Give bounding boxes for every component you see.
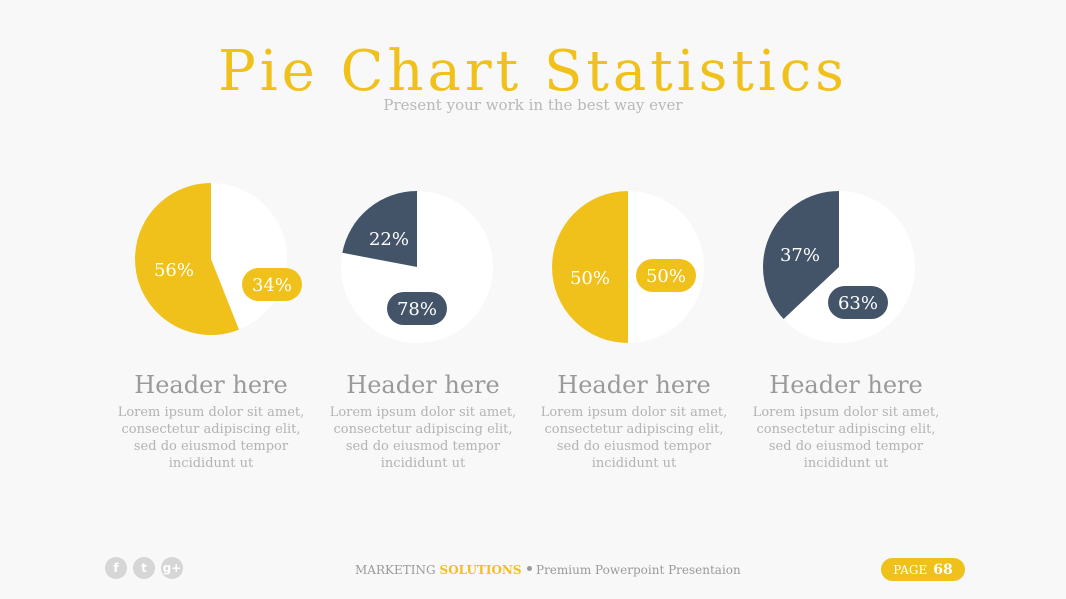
page-badge: PAGE 68: [881, 558, 965, 581]
page-number: 68: [933, 561, 953, 578]
column-body: Lorem ipsum dolor sit amet, consectetur …: [752, 405, 940, 471]
tagline: Premium Powerpoint Presentaion: [527, 563, 741, 577]
column-body: Lorem ipsum dolor sit amet, consectetur …: [329, 405, 517, 471]
slice-label: 63%: [838, 293, 878, 314]
column-header: Header here: [134, 371, 288, 399]
facebook-icon[interactable]: f: [105, 557, 127, 579]
twitter-icon[interactable]: t: [133, 557, 155, 579]
pie-slice: [342, 191, 417, 267]
slice-label-pill: [828, 286, 888, 319]
column-2: Header here Lorem ipsum dolor sit amet, …: [317, 370, 529, 472]
brand-prefix: MARKETING: [355, 563, 436, 577]
slice-label: 78%: [397, 299, 437, 320]
pie-slice: [763, 191, 839, 320]
column-3: Header here Lorem ipsum dolor sit amet, …: [528, 370, 740, 472]
social-links: f t g+: [105, 557, 183, 579]
slice-label: 34%: [252, 275, 292, 296]
pie-slice: [135, 183, 239, 335]
slice-label: 50%: [570, 268, 610, 289]
column-header: Header here: [346, 371, 500, 399]
slice-label-pill: [242, 268, 302, 301]
slice-label: 37%: [780, 245, 820, 266]
page-label: PAGE: [893, 562, 928, 577]
slice-label-pill: [387, 292, 447, 325]
pie-slice: [552, 191, 628, 343]
column-header: Header here: [769, 371, 923, 399]
column-1: Header here Lorem ipsum dolor sit amet, …: [105, 370, 317, 472]
column-body: Lorem ipsum dolor sit amet, consectetur …: [117, 405, 305, 471]
page-title: Pie Chart Statistics: [218, 39, 848, 104]
slice-label-pill: [636, 259, 696, 292]
brand-label: MARKETING SOLUTIONS: [355, 563, 522, 577]
tagline-text: Premium Powerpoint Presentaion: [536, 563, 741, 577]
column-body: Lorem ipsum dolor sit amet, consectetur …: [540, 405, 728, 471]
bullet-dot-icon: [527, 566, 532, 571]
brand-accent: SOLUTIONS: [439, 563, 522, 577]
column-header: Header here: [557, 371, 711, 399]
slice-label: 50%: [646, 266, 686, 287]
page-subtitle: Present your work in the best way ever: [383, 96, 683, 114]
google-plus-icon[interactable]: g+: [161, 557, 183, 579]
slice-label: 22%: [369, 229, 409, 250]
column-4: Header here Lorem ipsum dolor sit amet, …: [740, 370, 952, 472]
slice-label: 56%: [154, 260, 194, 281]
